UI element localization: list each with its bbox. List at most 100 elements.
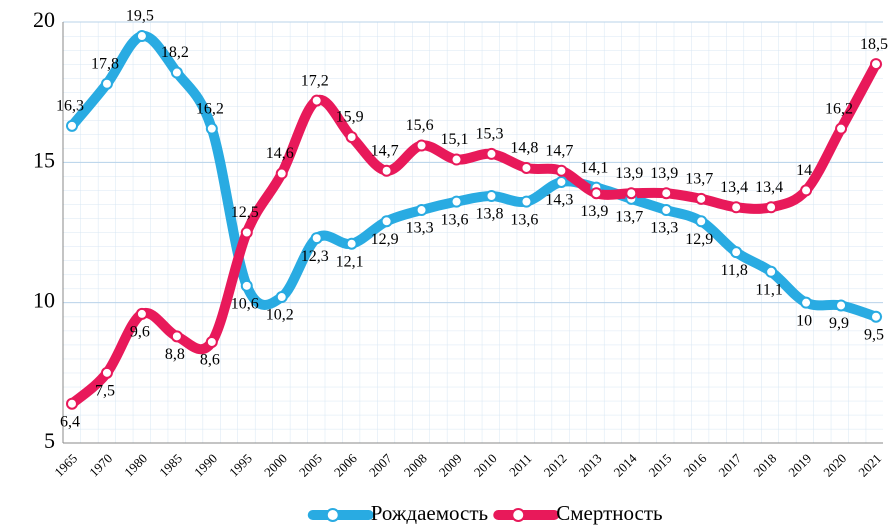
value-label: 18,2 xyxy=(161,44,189,61)
x-tick-label: 2009 xyxy=(436,451,465,480)
x-tick-label: 2005 xyxy=(296,451,325,480)
x-tick-label: 1980 xyxy=(121,451,150,480)
point-marker xyxy=(275,291,288,304)
x-tick-label: 2015 xyxy=(646,451,675,480)
y-tick-label: 5 xyxy=(44,428,55,453)
value-label: 15,3 xyxy=(475,126,503,143)
value-label: 12,9 xyxy=(685,231,713,248)
point-marker xyxy=(660,187,673,200)
x-tick-label: 2011 xyxy=(506,451,535,480)
point-marker xyxy=(800,184,813,197)
value-label: 13,9 xyxy=(580,203,608,220)
x-tick-label: 2014 xyxy=(611,450,640,479)
value-label: 8,6 xyxy=(200,352,220,369)
point-marker xyxy=(835,122,848,135)
point-marker xyxy=(345,131,358,144)
point-marker xyxy=(205,122,218,135)
x-tick-label: 2013 xyxy=(576,451,605,480)
y-tick-label: 10 xyxy=(33,288,55,313)
value-label: 14,3 xyxy=(545,192,573,209)
point-marker xyxy=(100,77,113,90)
value-label: 13,9 xyxy=(650,165,678,182)
legend-marker xyxy=(511,508,526,522)
point-marker xyxy=(170,330,183,343)
value-label: 14,8 xyxy=(510,140,538,157)
point-marker xyxy=(730,246,743,259)
x-tick-label: 2007 xyxy=(366,450,395,479)
point-marker xyxy=(380,164,393,177)
point-marker xyxy=(555,175,568,188)
value-label: 14 xyxy=(796,162,812,179)
value-label: 10,6 xyxy=(231,295,259,312)
point-marker xyxy=(380,215,393,228)
x-tick-label: 1985 xyxy=(156,451,185,480)
x-tick-label: 2020 xyxy=(820,451,849,480)
value-label: 19,5 xyxy=(126,8,154,25)
x-tick-label: 2006 xyxy=(331,450,360,479)
point-marker xyxy=(485,190,498,203)
value-label: 13,3 xyxy=(406,220,434,237)
point-marker xyxy=(310,94,323,107)
point-marker xyxy=(100,366,113,379)
point-marker xyxy=(765,201,778,214)
point-marker xyxy=(275,167,288,180)
x-tick-label: 2016 xyxy=(680,450,709,479)
value-label: 15,6 xyxy=(406,117,434,134)
value-label: 9,6 xyxy=(130,324,150,341)
value-label: 15,1 xyxy=(441,131,469,148)
point-marker xyxy=(310,232,323,245)
x-tick-label: 1970 xyxy=(86,451,115,480)
value-label: 14,7 xyxy=(545,142,573,159)
point-marker xyxy=(590,187,603,200)
value-label: 17,8 xyxy=(91,55,119,72)
point-marker xyxy=(135,30,148,43)
x-tick-label: 2000 xyxy=(261,451,290,480)
legend-label: Смертность xyxy=(556,501,662,525)
value-label: 8,8 xyxy=(165,346,185,363)
point-marker xyxy=(800,296,813,309)
value-label: 17,2 xyxy=(301,72,329,89)
value-label: 13,7 xyxy=(685,170,713,187)
point-marker xyxy=(450,195,463,208)
point-marker xyxy=(835,299,848,312)
x-tick-label: 2008 xyxy=(401,451,430,480)
point-marker xyxy=(660,204,673,217)
y-tick-label: 20 xyxy=(33,7,55,32)
legend-label: Рождаемость xyxy=(371,501,488,525)
value-label: 12,1 xyxy=(336,253,364,270)
x-tick-label: 2017 xyxy=(715,450,744,479)
point-marker xyxy=(625,187,638,200)
point-marker xyxy=(345,237,358,250)
value-label: 10,2 xyxy=(266,307,294,324)
x-tick-label: 2019 xyxy=(785,451,814,480)
value-label: 18,5 xyxy=(860,36,888,53)
value-label: 13,8 xyxy=(475,206,503,223)
value-label: 7,5 xyxy=(95,383,115,400)
value-label: 13,3 xyxy=(650,220,678,237)
point-marker xyxy=(520,161,533,174)
value-label: 13,4 xyxy=(755,179,783,196)
value-label: 10 xyxy=(796,312,812,329)
value-label: 9,9 xyxy=(829,315,849,332)
point-marker xyxy=(870,58,882,71)
point-marker xyxy=(555,164,568,177)
y-tick-label: 15 xyxy=(33,147,55,172)
value-label: 13,6 xyxy=(441,211,469,228)
x-tick-label: 1990 xyxy=(191,451,220,480)
x-tick-label: 1995 xyxy=(226,451,255,480)
point-marker xyxy=(170,66,183,79)
point-marker xyxy=(66,397,78,410)
value-label: 12,3 xyxy=(301,248,329,265)
point-marker xyxy=(240,226,253,239)
point-marker xyxy=(730,201,743,214)
x-tick-label: 1965 xyxy=(51,451,80,480)
value-label: 16,2 xyxy=(196,100,224,117)
point-marker xyxy=(415,204,428,217)
value-label: 6,4 xyxy=(60,413,80,430)
point-marker xyxy=(415,139,428,152)
point-marker xyxy=(450,153,463,166)
point-marker xyxy=(240,279,253,292)
value-label: 13,4 xyxy=(720,179,748,196)
value-label: 13,7 xyxy=(615,208,643,225)
